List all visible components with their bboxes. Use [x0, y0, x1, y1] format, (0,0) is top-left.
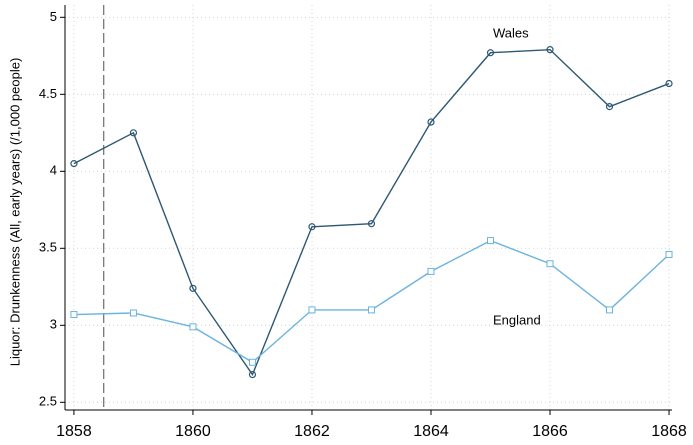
- y-tick-label: 4.5: [39, 86, 57, 101]
- marker: [129, 129, 138, 137]
- marker: [129, 309, 137, 317]
- y-axis-label: Liquor: Drunkenness (All, early years) (…: [7, 58, 22, 367]
- x-tick-label: 1864: [413, 423, 449, 440]
- marker: [367, 306, 375, 314]
- series-label: Wales: [493, 25, 529, 40]
- series-line: [73, 48, 670, 377]
- y-tick-label: 3.5: [39, 240, 57, 255]
- marker: [486, 49, 495, 57]
- marker: [665, 250, 673, 258]
- marker: [248, 358, 256, 366]
- x-tick-label: 1866: [532, 423, 568, 440]
- marker: [189, 323, 197, 331]
- y-tick-label: 3: [50, 317, 57, 332]
- y-tick-label: 2.5: [39, 394, 57, 409]
- marker: [189, 284, 197, 292]
- marker: [248, 370, 257, 379]
- marker: [486, 237, 494, 245]
- marker: [308, 223, 316, 231]
- marker: [546, 260, 554, 268]
- x-tick-label: 1858: [56, 423, 92, 440]
- x-tick-label: 1868: [651, 423, 687, 440]
- marker: [605, 103, 614, 111]
- marker: [665, 79, 673, 88]
- x-tick-label: 1860: [175, 423, 211, 440]
- marker: [70, 311, 78, 319]
- marker: [427, 267, 435, 275]
- x-tick-label: 1862: [294, 423, 330, 440]
- series-line: [73, 239, 670, 364]
- series-label: England: [493, 312, 541, 327]
- marker: [546, 46, 554, 54]
- y-tick-label: 5: [50, 9, 57, 24]
- marker: [367, 220, 376, 228]
- y-tick-label: 4: [50, 163, 57, 178]
- marker: [70, 160, 78, 168]
- marker: [606, 306, 614, 314]
- marker: [427, 118, 435, 126]
- marker: [308, 306, 316, 314]
